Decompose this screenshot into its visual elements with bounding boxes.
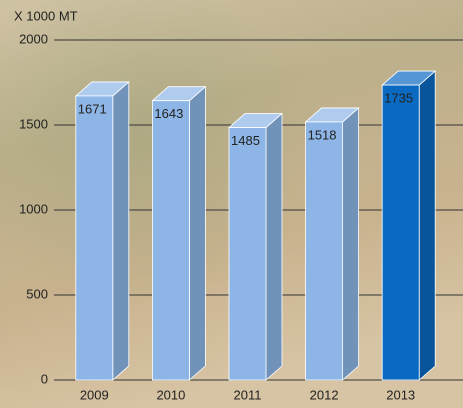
value-label: 1735	[384, 90, 413, 105]
bar-side	[189, 87, 205, 380]
y-tick-label: 0	[41, 371, 48, 386]
y-tick-label: 1000	[19, 201, 48, 216]
y-tick-label: 1500	[19, 116, 48, 131]
bar-side	[113, 82, 129, 380]
x-tick-label: 2011	[234, 387, 262, 402]
value-label: 1671	[78, 101, 107, 116]
y-axis-label: X 1000 MT	[14, 8, 78, 23]
x-tick-label: 2013	[386, 387, 415, 402]
bar	[382, 85, 419, 380]
bar-side	[343, 108, 359, 380]
x-tick-label: 2012	[310, 387, 339, 402]
value-label: 1485	[231, 133, 260, 148]
bar	[306, 122, 343, 380]
x-tick-label: 2009	[80, 387, 109, 402]
bar-side	[419, 71, 435, 380]
bar	[152, 101, 189, 380]
bar	[76, 96, 113, 380]
chart: X 1000 MT 0 500 1000 1500 2000 1671 2009 1643 20…	[0, 0, 463, 408]
bar	[229, 128, 266, 380]
y-tick-label: 2000	[19, 31, 48, 46]
y-tick-label: 500	[26, 286, 48, 301]
x-tick-label: 2010	[156, 387, 185, 402]
value-label: 1643	[154, 106, 183, 121]
value-label: 1518	[308, 127, 337, 142]
bar-side	[266, 114, 282, 380]
